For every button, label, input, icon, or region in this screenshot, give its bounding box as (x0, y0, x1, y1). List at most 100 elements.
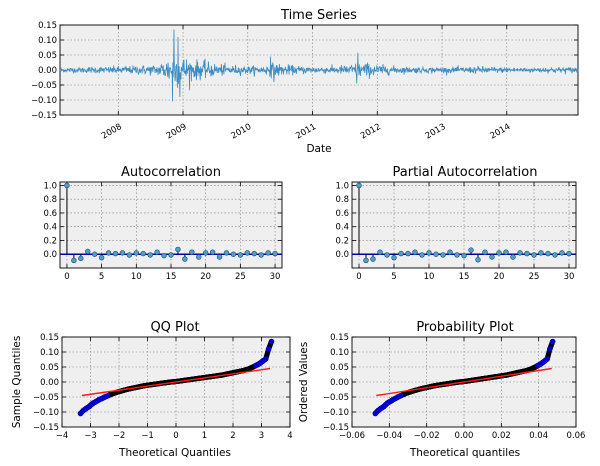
pacf-marker (384, 252, 390, 258)
qq-xtick-label: −4 (56, 431, 69, 441)
qq-xtick-label: 0 (173, 431, 178, 441)
pacf-ytick-label: 0.2 (335, 236, 349, 246)
time-series-xtick-label: 2014 (489, 122, 513, 141)
time-series-ytick-label: 0.15 (38, 21, 57, 31)
acf-xtick-label: 20 (200, 272, 211, 282)
pacf-xtick-label: 0 (356, 272, 361, 282)
probability-title: Probability Plot (416, 320, 513, 335)
pacf-marker (566, 250, 572, 257)
acf-marker (112, 250, 119, 257)
probability-point (397, 393, 404, 399)
acf-marker (209, 249, 216, 255)
acf-xtick-label: 10 (131, 272, 142, 282)
pacf-xtick-label: 15 (459, 272, 470, 282)
qq-ytick-label: 0.15 (40, 333, 59, 343)
time-series-xlabel: Date (306, 143, 331, 155)
pacf-marker (552, 252, 558, 258)
probability-reference-line (376, 367, 552, 397)
acf-marker (216, 254, 223, 260)
pacf-marker (496, 250, 502, 256)
qq-panel: −0.15 −0.10 −0.05 0.00 0.05 0.10 0.15 −4 −3 −2 −1 0… (11, 320, 293, 459)
pacf-xtick-label: 5 (391, 272, 396, 282)
pacf-ytick-label: 0.4 (335, 223, 349, 233)
time-series-xtick-label: 2011 (294, 122, 318, 141)
acf-xtick-label: 25 (235, 272, 246, 282)
acf-marker (258, 252, 264, 258)
pacf-marker (419, 252, 425, 258)
probability-ylabel: Ordered Values (298, 342, 310, 422)
acf-ytick-label: 0.4 (43, 223, 57, 233)
probability-ytick-label: 0.10 (330, 348, 349, 358)
acf-marker (126, 252, 133, 258)
pacf-xtick-label: 30 (564, 272, 575, 282)
acf-marker (91, 251, 98, 257)
acf-marker (168, 252, 174, 258)
time-series-xtick-label: 2010 (230, 122, 254, 141)
pacf-xtick-label: 10 (424, 272, 435, 282)
time-series-ytick-label: 0.05 (38, 51, 57, 61)
acf-xtick-label: 0 (64, 272, 69, 282)
acf-marker (230, 251, 237, 257)
time-series-title: Time Series (280, 8, 357, 23)
qq-xtick-label: −1 (141, 431, 154, 441)
pacf-ytick-label: 0.8 (335, 195, 349, 205)
qq-data-layer (77, 338, 275, 417)
acf-marker (175, 246, 181, 253)
probability-ytick-label: 0.00 (330, 378, 349, 388)
acf-marker (105, 250, 112, 256)
pacf-marker (503, 249, 509, 255)
probability-point (549, 338, 556, 345)
pacf-marker (489, 254, 495, 260)
qq-ytick-label: −0.15 (33, 423, 59, 433)
qq-reference-line (81, 367, 271, 397)
acf-marker (85, 248, 91, 255)
time-series-ytick-label: −0.10 (31, 96, 57, 106)
qq-point (262, 356, 269, 362)
acf-marker (140, 250, 146, 257)
pacf-marker (405, 250, 411, 257)
acf-xtick-label: 5 (99, 272, 104, 282)
pacf-marker (454, 252, 460, 258)
pacf-marker (545, 250, 551, 257)
pacf-title: Partial Autocorrelation (393, 165, 538, 180)
probability-panel: −0.15 −0.10 −0.05 0.00 0.05 0.10 0.15 −0.06 −0.0… (298, 320, 585, 459)
pacf-marker (531, 252, 537, 258)
qq-title: QQ Plot (150, 320, 199, 335)
acf-ytick-label: 0.0 (43, 250, 57, 260)
acf-marker (237, 252, 244, 258)
time-series-ytick-label: −0.15 (31, 111, 57, 121)
acf-marker (71, 257, 77, 264)
pacf-marker (517, 250, 523, 256)
pacf-marker (377, 249, 383, 255)
probability-point (547, 346, 553, 352)
qq-xtick-label: 3 (259, 431, 264, 441)
acf-marker (161, 252, 167, 259)
time-series-xtick-label: 2009 (165, 122, 189, 141)
pacf-marker (440, 252, 446, 258)
probability-xtick-label: −0.06 (339, 431, 365, 441)
qq-xtick-label: −2 (113, 431, 126, 441)
pacf-marker (559, 250, 565, 256)
pacf-marker (391, 254, 397, 261)
probability-xtick-label: 0.04 (529, 431, 548, 441)
qq-point (265, 346, 272, 352)
acf-xtick-label: 15 (166, 272, 177, 282)
probability-xtick-label: −0.02 (414, 431, 440, 441)
probability-xtick-label: −0.04 (376, 431, 402, 441)
acf-marker (98, 254, 105, 261)
acf-marker (196, 254, 202, 260)
time-series-ytick-label: 0.00 (38, 66, 57, 76)
acf-marker (251, 250, 257, 257)
pacf-ytick-label: 0.6 (335, 209, 349, 219)
time-series-line (59, 29, 579, 102)
qq-ytick-label: 0.05 (40, 363, 59, 373)
pacf-marker (433, 251, 439, 257)
pacf-marker (356, 182, 362, 189)
qq-xtick-label: 4 (287, 431, 292, 441)
acf-marker (64, 182, 70, 189)
probability-ytick-label: 0.15 (330, 333, 349, 343)
probability-ytick-label: −0.10 (323, 408, 349, 418)
acf-marker (244, 250, 251, 256)
probability-xtick-label: 0.06 (567, 431, 586, 441)
